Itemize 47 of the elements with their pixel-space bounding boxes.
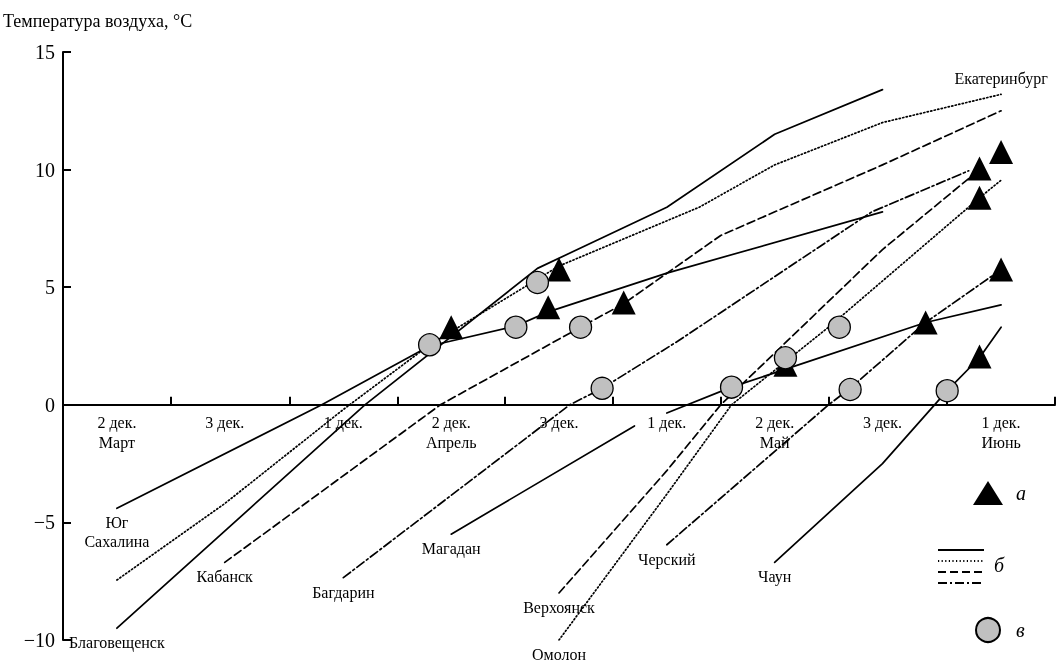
point xyxy=(827,315,851,339)
y-tick-label: 10 xyxy=(35,158,55,181)
point xyxy=(611,290,636,315)
annotation: Омолон xyxy=(531,646,587,663)
annotation: Багдарин xyxy=(312,583,375,602)
point xyxy=(967,185,992,210)
x-tick-label: 1 дек. xyxy=(647,414,687,433)
point xyxy=(967,344,992,369)
y-axis-title: Температура воздуха, °C xyxy=(3,11,193,31)
legend-label: в xyxy=(1016,619,1025,641)
point xyxy=(439,315,464,340)
point xyxy=(838,377,862,402)
annotation: Юг Сахалина xyxy=(84,514,150,551)
point xyxy=(568,315,593,339)
y-tick-label: 5 xyxy=(45,276,55,299)
point xyxy=(719,375,744,399)
annotation: Верхоянск xyxy=(523,598,596,617)
point xyxy=(967,156,992,181)
point xyxy=(536,295,561,320)
annotation: Кабанск xyxy=(196,568,254,586)
point xyxy=(590,376,614,400)
y-tick-label: −10 xyxy=(23,629,55,651)
point xyxy=(913,310,938,335)
point xyxy=(989,139,1014,164)
annotation: Магадан xyxy=(421,540,482,559)
annotation: Благовещенск xyxy=(69,634,165,653)
x-tick-label: 2 дек. Март xyxy=(97,414,137,453)
annotation: б xyxy=(994,554,1005,577)
point xyxy=(417,333,442,357)
point xyxy=(525,270,550,295)
x-tick-label: 3 дек. xyxy=(205,414,245,433)
x-tick-label: 1 дек. Июнь xyxy=(981,414,1021,452)
annotation: Екатеринбург xyxy=(954,70,1049,89)
annotation: Чаун xyxy=(758,568,792,587)
x-tick-label: 3 дек. xyxy=(862,414,902,433)
x-tick-label: 2 дек. Апрель xyxy=(425,414,477,453)
point xyxy=(773,346,798,370)
point xyxy=(547,257,571,282)
point xyxy=(935,379,959,403)
point xyxy=(989,257,1014,282)
y-tick-label: 0 xyxy=(45,393,55,416)
y-tick-label: −5 xyxy=(33,511,55,534)
annotation: Черский xyxy=(638,550,697,569)
point xyxy=(504,315,528,339)
y-tick-label: 15 xyxy=(35,41,55,63)
legend-label: а xyxy=(1016,482,1026,504)
x-tick-label: 2 дек. Май xyxy=(755,414,795,452)
